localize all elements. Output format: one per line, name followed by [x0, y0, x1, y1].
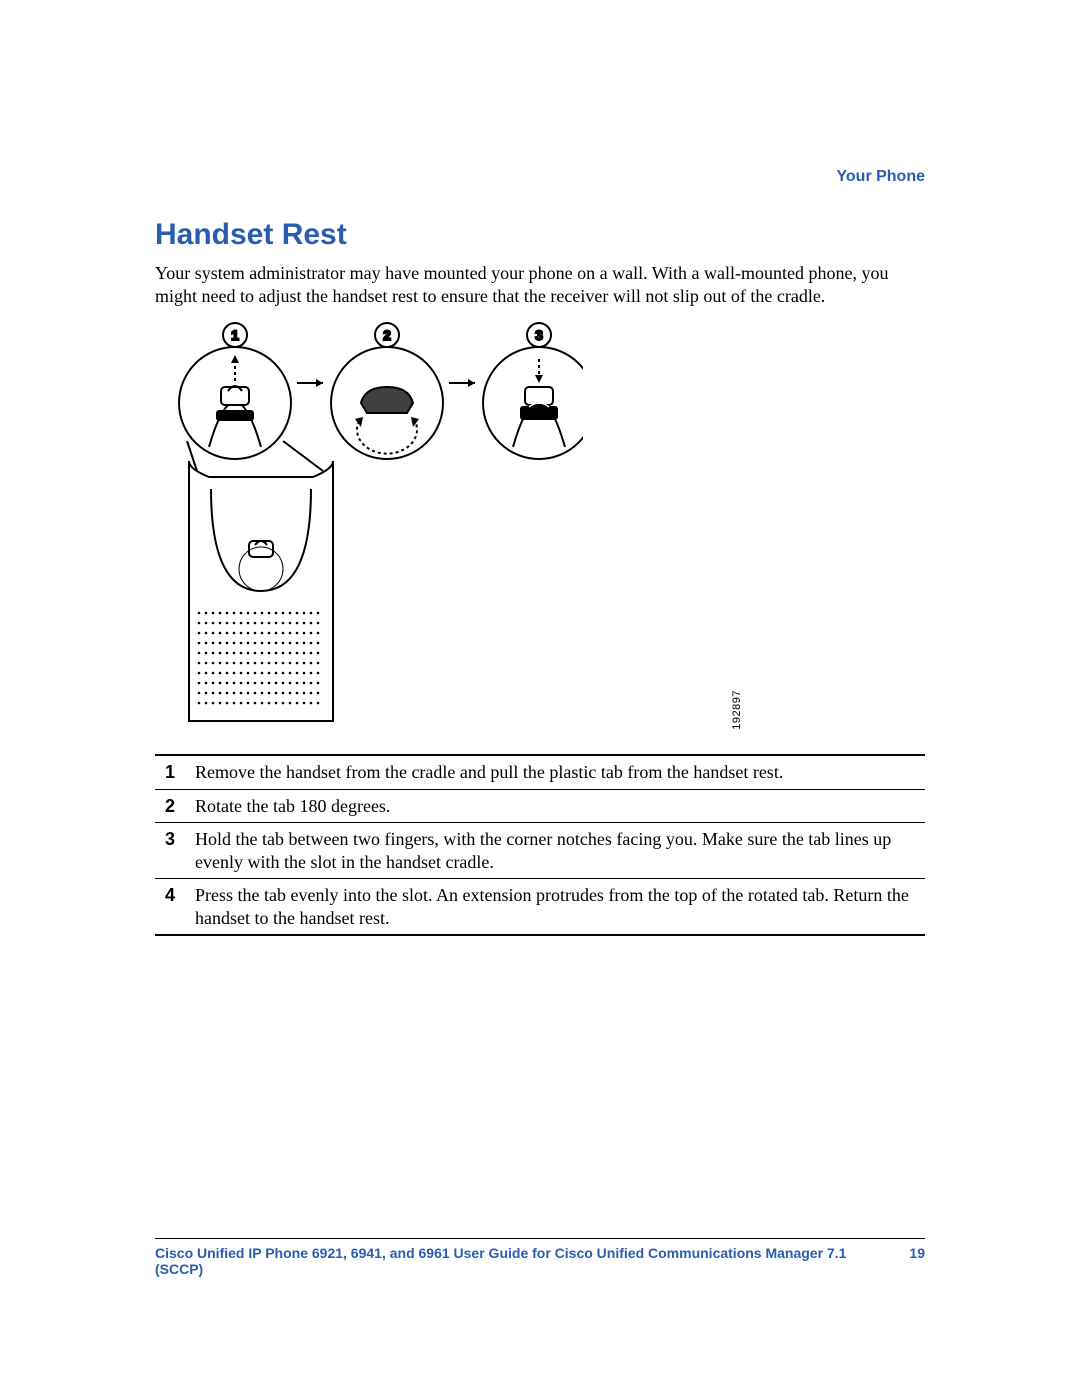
table-row: 2 Rotate the tab 180 degrees. [155, 789, 925, 823]
page-number: 19 [879, 1245, 925, 1261]
callout-1: 1 [231, 327, 239, 343]
table-row: 4 Press the tab evenly into the slot. An… [155, 879, 925, 936]
step-text: Hold the tab between two fingers, with t… [185, 823, 925, 879]
diagram-svg: 1 2 3 [163, 321, 583, 736]
header-section-label: Your Phone [836, 168, 925, 186]
handset-rest-diagram: 1 2 3 [163, 321, 583, 736]
section-title: Handset Rest [155, 218, 925, 252]
table-row: 1 Remove the handset from the cradle and… [155, 755, 925, 789]
callout-3: 3 [535, 327, 543, 343]
steps-table: 1 Remove the handset from the cradle and… [155, 754, 925, 936]
step-text: Remove the handset from the cradle and p… [185, 755, 925, 789]
footer-title: Cisco Unified IP Phone 6921, 6941, and 6… [155, 1245, 879, 1277]
step-text: Press the tab evenly into the slot. An e… [185, 879, 925, 936]
table-row: 3 Hold the tab between two fingers, with… [155, 823, 925, 879]
step-number: 2 [155, 789, 185, 823]
step-number: 1 [155, 755, 185, 789]
step-number: 3 [155, 823, 185, 879]
step-text: Rotate the tab 180 degrees. [185, 789, 925, 823]
page-footer: Cisco Unified IP Phone 6921, 6941, and 6… [155, 1238, 925, 1277]
callout-2: 2 [383, 327, 391, 343]
diagram-image-id: 192897 [731, 690, 743, 730]
step-number: 4 [155, 879, 185, 936]
document-page: Your Phone Handset Rest Your system admi… [0, 0, 1080, 1397]
intro-paragraph: Your system administrator may have mount… [155, 262, 925, 307]
